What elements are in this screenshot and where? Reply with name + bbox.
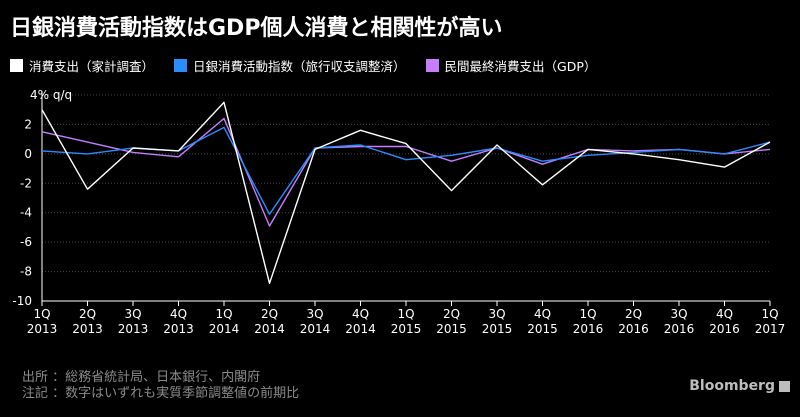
x-tick-label-quarter: 2Q [79,307,96,321]
legend-swatch-gdp-consumption [425,59,439,72]
legend-label-boj-index: 日銀消費活動指数（旅行収支調整済） [193,59,406,74]
series-line-gdp-consumption [41,117,771,227]
x-tick-label-year: 2014 [345,322,376,336]
series-line-household-spending [41,101,771,284]
x-tick-label-quarter: 3Q [124,307,141,321]
y-tick-label: 2 [24,117,32,131]
brand-name: Bloomberg [689,378,775,394]
x-tick-label-quarter: 2Q [625,307,642,321]
x-tick-label-year: 2017 [755,322,786,336]
x-tick-label-year: 2014 [300,322,331,336]
x-tick-label-year: 2016 [573,322,604,336]
y-tick-label: -8 [20,265,32,279]
x-tick-label-quarter: 4Q [534,307,551,321]
x-tick-label-quarter: 1Q [33,307,50,321]
x-tick-label-quarter: 4Q [352,307,369,321]
x-tick-label-year: 2015 [527,322,558,336]
legend-swatch-boj-index [174,59,188,72]
bloomberg-chart-icon [779,380,790,392]
x-tick-label-quarter: 1Q [761,307,778,321]
source-note: 出所 ：総務省統計局、日本銀行、内閣府 [22,370,261,385]
x-tick-label-year: 2015 [436,322,467,336]
x-tick-label-year: 2015 [482,322,513,336]
legend-label-household-spending: 消費支出（家計調査） [29,59,155,74]
legend-label-gdp-consumption: 民間最終消費支出（GDP） [444,59,597,74]
x-tick-label-quarter: 3Q [306,307,323,321]
series-line-boj-index [41,126,771,215]
x-tick-label-year: 2014 [209,322,240,336]
legend: 消費支出（家計調査） 日銀消費活動指数（旅行収支調整済） 民間最終消費支出（GD… [10,56,596,75]
x-tick-label-year: 2016 [709,322,740,336]
x-tick-label-year: 2013 [72,322,103,336]
y-tick-label: -6 [20,235,32,249]
x-tick-label-year: 2013 [163,322,194,336]
x-tick-label-quarter: 2Q [261,307,278,321]
x-tick-label-quarter: 2Q [443,307,460,321]
x-tick-label-quarter: 3Q [670,307,687,321]
x-tick-label-quarter: 1Q [579,307,596,321]
legend-item-boj-index: 日銀消費活動指数（旅行収支調整済） [174,56,406,75]
legend-item-household-spending: 消費支出（家計調査） [10,56,154,75]
x-tick-label-year: 2013 [118,322,149,336]
y-tick-label: -2 [20,176,32,190]
y-tick-label: 0 [24,147,32,161]
x-tick-label-quarter: 1Q [397,307,414,321]
x-tick-label-quarter: 4Q [716,307,733,321]
y-unit-label: 4% q/q [30,88,72,102]
x-tick-label-quarter: 1Q [215,307,232,321]
x-tick-label-year: 2016 [664,322,695,336]
legend-swatch-household-spending [10,59,23,72]
x-tick-label-year: 2015 [391,322,422,336]
x-tick-label-year: 2016 [618,322,649,336]
y-tick-label: -10 [12,294,32,308]
chart-title: 日銀消費活動指数はGDP個人消費と相関性が高い [10,16,503,41]
bloomberg-logo: Bloomberg [689,378,790,394]
y-tick-label: -4 [20,206,32,220]
legend-item-gdp-consumption: 民間最終消費支出（GDP） [425,56,597,75]
x-tick-label-quarter: 4Q [170,307,187,321]
x-tick-label-year: 2013 [27,322,58,336]
x-tick-label-year: 2014 [254,322,285,336]
footnote: 注記 ：数字はいずれも実質季節調整値の前期比 [22,386,300,401]
x-tick-label-quarter: 3Q [488,307,505,321]
